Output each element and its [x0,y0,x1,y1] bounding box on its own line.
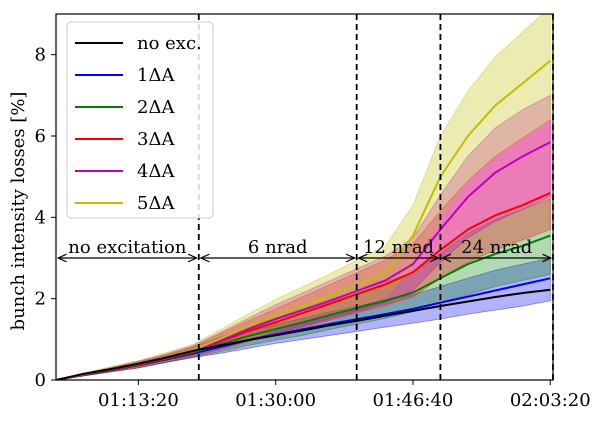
y-axis-label: bunch intensity losses [%] [8,92,29,331]
region-label-1: no excitation [68,237,187,258]
series-lines [56,60,551,380]
legend-label-5-a: 5ΔA [137,193,175,214]
legend-label-2-a: 2ΔA [137,97,175,118]
y-tick-label-3: 4 [35,207,46,228]
legend-box [66,21,214,219]
legend: no exc. 1ΔA 2ΔA 3ΔA 4ΔA 5ΔA [66,21,214,219]
region-label-2: 6 nrad [248,237,308,258]
series-line-1 [56,288,551,380]
region-annotations: no excitation 6 nrad 12 nrad 24 nrad [58,237,551,258]
region-label-4: 24 nrad [461,237,532,258]
plot-frame [55,13,554,381]
legend-label-4-a: 4ΔA [137,161,175,182]
y-tick-label-2: 2 [35,289,46,310]
y-tick-label-5: 8 [35,45,46,66]
axis-ticks: 01:13:20 01:30:00 01:46:40 02:03:20 0 2 4 6 8 [35,45,591,411]
legend-label-3-a: 3ΔA [137,129,175,150]
y-tick-label-1: 0 [35,370,46,391]
x-tick-label-2: 01:30:00 [235,390,316,411]
x-tick-label-4: 02:03:20 [510,390,591,411]
legend-label-1-a: 1ΔA [137,65,175,86]
legend-label-no-exc: no exc. [137,33,202,54]
x-tick-label-3: 01:46:40 [373,390,454,411]
x-tick-label-1: 01:13:20 [98,390,179,411]
y-tick-label-4: 6 [35,126,46,147]
region-label-3: 12 nrad [363,237,434,258]
band-4 [56,118,551,380]
